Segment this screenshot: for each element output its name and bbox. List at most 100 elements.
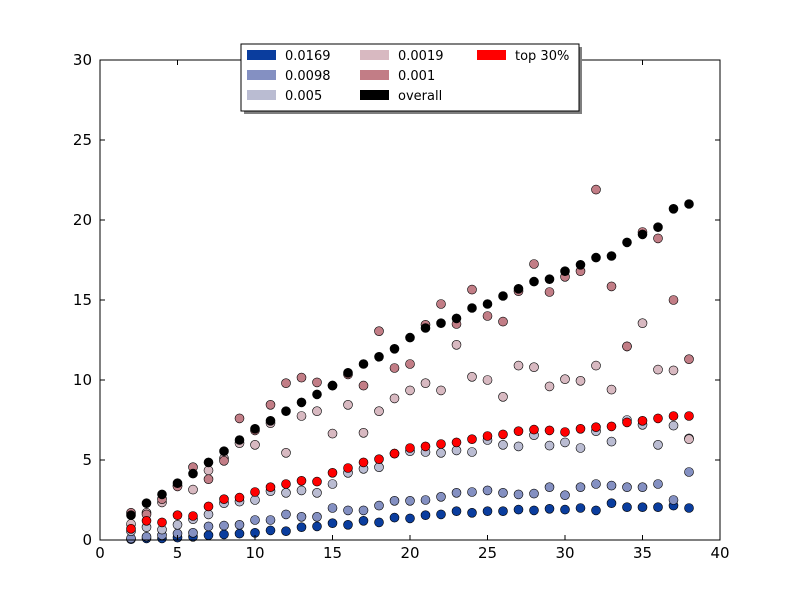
data-point — [560, 266, 570, 277]
data-point — [172, 519, 183, 530]
data-point — [467, 447, 477, 457]
x-tick-label: 30 — [555, 544, 574, 562]
data-point — [513, 283, 524, 294]
data-point — [141, 531, 152, 542]
data-point — [405, 495, 415, 506]
legend-swatch — [360, 70, 389, 80]
data-point — [451, 437, 462, 448]
data-point — [575, 503, 586, 513]
data-point — [513, 504, 524, 515]
data-point — [436, 439, 446, 449]
data-point — [312, 389, 322, 400]
data-point — [327, 380, 338, 391]
data-point — [451, 445, 462, 456]
data-point — [281, 406, 291, 417]
y-tick-label: 5 — [82, 451, 92, 469]
data-point — [358, 359, 369, 369]
data-point — [436, 491, 446, 502]
data-point — [591, 505, 601, 516]
data-point — [637, 229, 648, 240]
data-point — [312, 476, 322, 487]
data-point — [529, 362, 539, 373]
data-point — [436, 447, 446, 458]
data-point — [637, 318, 648, 329]
legend-box — [240, 43, 580, 112]
data-point — [684, 467, 694, 477]
data-point — [358, 505, 369, 516]
data-point — [172, 510, 183, 521]
data-point — [250, 515, 260, 525]
data-point — [327, 479, 338, 489]
data-point — [219, 455, 229, 466]
data-point — [498, 487, 508, 498]
legend-swatch — [247, 50, 276, 60]
x-tick-label: 0 — [95, 544, 105, 562]
data-point — [234, 492, 245, 503]
data-point — [188, 511, 198, 521]
data-point — [265, 515, 276, 525]
data-point — [281, 378, 291, 389]
data-point — [467, 284, 477, 295]
data-point — [653, 413, 663, 424]
data-point — [498, 429, 508, 440]
data-point — [234, 519, 245, 530]
data-point — [606, 480, 617, 491]
data-point — [544, 482, 555, 493]
data-point — [467, 303, 477, 313]
data-point — [234, 528, 245, 539]
data-point — [591, 360, 601, 371]
data-point — [405, 513, 415, 524]
data-point — [126, 523, 136, 534]
data-point — [451, 487, 462, 498]
data-point — [498, 291, 508, 301]
data-point — [591, 422, 601, 433]
x-tick-label: 20 — [400, 544, 419, 562]
data-point — [591, 479, 601, 489]
data-point — [250, 495, 260, 505]
data-point — [684, 411, 694, 421]
legend-swatch — [247, 90, 276, 100]
series-5 — [126, 199, 694, 521]
data-point — [668, 365, 679, 376]
data-point — [265, 482, 276, 493]
data-point — [250, 487, 260, 497]
data-point — [622, 341, 632, 352]
data-point — [591, 252, 601, 263]
data-point — [343, 505, 353, 516]
data-point — [467, 371, 477, 382]
data-point — [188, 527, 198, 538]
data-point — [560, 504, 570, 515]
series-1 — [126, 467, 694, 544]
data-point — [343, 519, 353, 530]
data-point — [529, 424, 539, 435]
y-tick-label: 30 — [73, 51, 92, 69]
data-point — [203, 501, 214, 512]
data-point — [157, 489, 167, 500]
data-point — [482, 431, 493, 441]
data-point — [296, 397, 307, 408]
data-point — [219, 446, 229, 457]
data-point — [498, 391, 508, 402]
legend-label: overall — [398, 89, 442, 104]
data-point — [219, 494, 229, 505]
data-point — [312, 511, 322, 522]
data-point — [296, 485, 307, 496]
data-point — [684, 434, 694, 445]
data-point — [606, 436, 617, 447]
data-point — [405, 332, 415, 343]
data-point — [575, 482, 586, 493]
data-point — [451, 506, 462, 517]
data-point — [234, 413, 245, 424]
data-point — [389, 393, 400, 404]
data-point — [606, 384, 617, 395]
data-point — [420, 378, 431, 389]
data-point — [358, 427, 369, 438]
data-point — [560, 374, 570, 385]
data-point — [265, 415, 276, 426]
data-point — [343, 399, 353, 410]
data-point — [374, 454, 384, 465]
data-point — [668, 295, 679, 305]
data-point — [389, 512, 400, 523]
data-point — [296, 511, 307, 522]
y-tick-label: 25 — [73, 131, 92, 149]
